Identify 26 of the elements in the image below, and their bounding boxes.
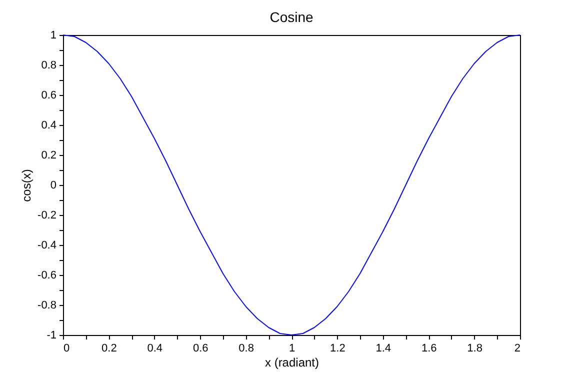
y-tick-label: -0.6 — [38, 270, 56, 282]
x-tick-label: 0.6 — [192, 342, 208, 354]
line-series — [62, 34, 520, 336]
y-tick-label: -1 — [46, 330, 56, 342]
y-tick-label: -0.2 — [38, 210, 56, 222]
y-tick-label: -0.4 — [38, 240, 56, 252]
x-tick-label: 2 — [514, 342, 520, 354]
y-tick-label: 0.4 — [41, 120, 56, 132]
y-tick-label: 0 — [50, 180, 56, 192]
x-tick-label: 1.6 — [421, 342, 437, 354]
y-tick-label: 0.2 — [41, 150, 56, 162]
y-axis-title: cos(x) — [20, 169, 34, 202]
x-tick-label: 1.2 — [330, 342, 346, 354]
y-tick-label: 1 — [50, 30, 56, 42]
x-tick-label: 0.2 — [102, 342, 117, 354]
x-axis-title: x (radiant) — [264, 356, 320, 370]
x-tick-label: 1.4 — [376, 342, 392, 354]
x-tick-label: 0.8 — [238, 342, 254, 354]
x-tick-label: 0 — [64, 342, 70, 354]
y-tick-label: 0.6 — [41, 90, 56, 102]
x-tick-label: 1.8 — [467, 342, 482, 354]
chart-title: Cosine — [270, 9, 314, 25]
y-tick-label: -0.8 — [38, 300, 56, 312]
y-tick-label: 0.8 — [41, 60, 56, 72]
x-tick-label: 0.4 — [147, 342, 163, 354]
x-tick-label: 1 — [288, 342, 296, 354]
